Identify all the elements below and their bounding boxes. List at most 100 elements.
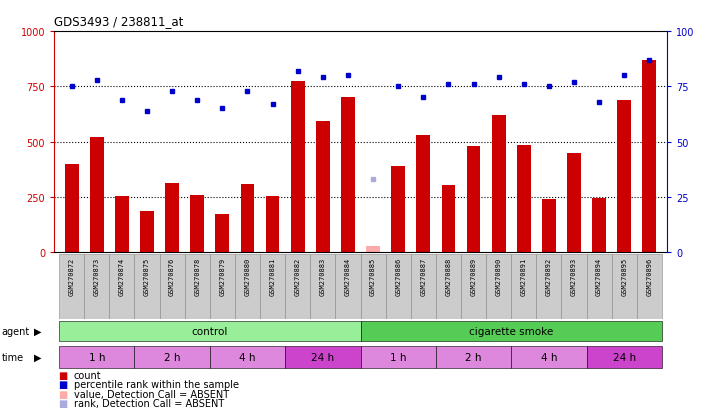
Text: GSM270880: GSM270880 [244,257,250,295]
Bar [492,116,505,253]
Bar [461,255,486,319]
Bar [441,185,456,253]
Text: GSM270882: GSM270882 [295,257,301,295]
Bar [65,164,79,253]
Bar [165,183,179,253]
Bar [392,166,405,253]
Text: percentile rank within the sample: percentile rank within the sample [74,380,239,389]
Text: agent: agent [1,326,30,336]
Bar [341,98,355,253]
Text: GSM270885: GSM270885 [370,257,376,295]
Bar [360,346,436,368]
Bar [115,197,129,253]
Text: control: control [192,326,228,336]
Bar [486,255,511,319]
Text: ■: ■ [58,399,67,408]
Bar [587,346,662,368]
Bar [185,255,210,319]
Bar [542,200,556,253]
Text: 24 h: 24 h [613,352,636,362]
Bar [134,346,210,368]
Bar [360,321,662,342]
Bar [562,255,587,319]
Bar [436,346,511,368]
Text: ▶: ▶ [34,326,41,336]
Bar [285,255,310,319]
Bar [159,255,185,319]
Text: GSM270883: GSM270883 [320,257,326,295]
Text: GSM270891: GSM270891 [521,257,527,295]
Bar [316,121,329,253]
Text: count: count [74,370,101,380]
Bar [642,61,656,253]
Text: GSM270890: GSM270890 [495,257,502,295]
Text: GSM270875: GSM270875 [144,257,150,295]
Text: GSM270873: GSM270873 [94,257,99,295]
Bar [265,197,280,253]
Text: GSM270894: GSM270894 [596,257,602,295]
Bar [360,255,386,319]
Bar [59,346,134,368]
Bar [84,255,110,319]
Bar [285,346,360,368]
Bar [140,212,154,253]
Text: ■: ■ [58,389,67,399]
Text: GSM270876: GSM270876 [169,257,175,295]
Bar [110,255,134,319]
Bar [335,255,360,319]
Text: 1 h: 1 h [89,352,105,362]
Text: GSM270889: GSM270889 [471,257,477,295]
Bar [536,255,562,319]
Text: 24 h: 24 h [311,352,335,362]
Text: time: time [1,352,24,362]
Bar [310,255,335,319]
Text: 4 h: 4 h [239,352,256,362]
Text: ▶: ▶ [34,352,41,362]
Text: GDS3493 / 238811_at: GDS3493 / 238811_at [54,15,183,28]
Text: GSM270887: GSM270887 [420,257,426,295]
Text: cigarette smoke: cigarette smoke [469,326,553,336]
Bar [466,147,480,253]
Text: ■: ■ [58,370,67,380]
Bar [436,255,461,319]
Bar [134,255,159,319]
Text: GSM270878: GSM270878 [194,257,200,295]
Text: 4 h: 4 h [541,352,557,362]
Bar [517,146,531,253]
Text: GSM270874: GSM270874 [119,257,125,295]
Bar [366,246,380,253]
Bar [59,321,360,342]
Bar [617,100,631,253]
Bar [411,255,436,319]
Bar [90,138,104,253]
Text: GSM270895: GSM270895 [622,257,627,295]
Text: GSM270896: GSM270896 [646,257,653,295]
Text: GSM270879: GSM270879 [219,257,226,295]
Text: GSM270881: GSM270881 [270,257,275,295]
Text: value, Detection Call = ABSENT: value, Detection Call = ABSENT [74,389,229,399]
Text: rank, Detection Call = ABSENT: rank, Detection Call = ABSENT [74,399,224,408]
Text: 2 h: 2 h [465,352,482,362]
Bar [210,255,235,319]
Text: GSM270888: GSM270888 [446,257,451,295]
Text: GSM270892: GSM270892 [546,257,552,295]
Text: GSM270872: GSM270872 [68,257,75,295]
Text: 2 h: 2 h [164,352,180,362]
Bar [592,199,606,253]
Bar [216,214,229,253]
Bar [260,255,285,319]
Bar [511,255,536,319]
Bar [587,255,611,319]
Text: GSM270884: GSM270884 [345,257,351,295]
Bar [190,195,204,253]
Bar [386,255,411,319]
Bar [417,135,430,253]
Text: GSM270893: GSM270893 [571,257,577,295]
Bar [611,255,637,319]
Text: 1 h: 1 h [390,352,407,362]
Text: GSM270886: GSM270886 [395,257,401,295]
Bar [59,255,84,319]
Bar [511,346,587,368]
Bar [637,255,662,319]
Bar [241,184,255,253]
